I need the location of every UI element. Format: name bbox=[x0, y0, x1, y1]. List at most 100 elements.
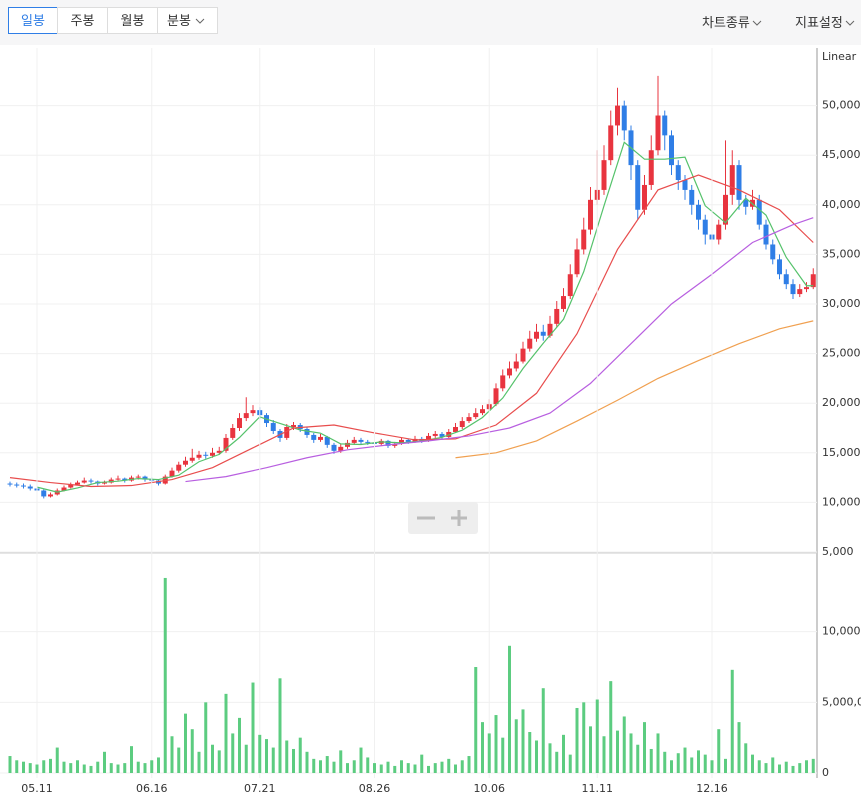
volume-bar bbox=[454, 764, 457, 773]
volume-bar bbox=[433, 763, 437, 773]
volume-bar bbox=[649, 748, 653, 773]
candle-body bbox=[547, 323, 553, 336]
period-button[interactable]: 일봉 bbox=[8, 7, 58, 34]
candle-body bbox=[527, 338, 533, 349]
volume-bar bbox=[494, 715, 498, 773]
volume-bar bbox=[764, 763, 768, 773]
volume-bar bbox=[231, 733, 235, 773]
menu[interactable]: 지표설정 bbox=[795, 12, 855, 31]
volume-bar bbox=[440, 761, 444, 773]
volume-bar bbox=[737, 722, 741, 773]
candle-body bbox=[534, 331, 539, 339]
period-button[interactable]: 월봉 bbox=[107, 7, 158, 34]
volume-bar bbox=[55, 747, 59, 773]
candle-body bbox=[588, 199, 593, 230]
volume-bar bbox=[339, 750, 343, 773]
candle-body bbox=[554, 308, 560, 324]
candle-body bbox=[392, 443, 398, 446]
volume-bar bbox=[791, 765, 795, 773]
volume-bar bbox=[49, 758, 52, 773]
candle-body bbox=[284, 427, 290, 438]
volume-bar bbox=[690, 757, 694, 773]
volume-bar bbox=[346, 763, 349, 773]
volume-bar bbox=[393, 765, 397, 773]
volume-bar bbox=[204, 702, 208, 773]
candle-body bbox=[763, 224, 769, 245]
volume-bar bbox=[487, 733, 491, 773]
volume-bar bbox=[616, 730, 619, 773]
candle-body bbox=[318, 436, 323, 440]
y-tick-label: 15,000 bbox=[822, 446, 861, 459]
volume-bar bbox=[683, 747, 687, 773]
volume-bar bbox=[8, 756, 12, 773]
volume-bar bbox=[278, 678, 282, 773]
volume-bar bbox=[197, 751, 201, 773]
volume-bar bbox=[778, 764, 781, 773]
y-tick-label: 35,000 bbox=[822, 247, 861, 260]
volume-bar bbox=[622, 716, 626, 773]
x-tick-label: 07.21 bbox=[244, 782, 276, 795]
candle-body bbox=[574, 249, 580, 275]
candle-body bbox=[88, 480, 94, 482]
candle-body bbox=[716, 224, 722, 240]
volume-bar bbox=[103, 751, 106, 773]
candle-body bbox=[635, 165, 641, 210]
candle-body bbox=[399, 439, 404, 444]
candle-body bbox=[270, 423, 276, 431]
candle-body bbox=[540, 331, 546, 336]
candle-body bbox=[203, 454, 209, 456]
volume-bar bbox=[359, 747, 363, 773]
scale-label: Linear bbox=[822, 50, 857, 63]
volume-bar bbox=[663, 751, 667, 773]
candle-body bbox=[783, 274, 789, 285]
candle-body bbox=[135, 476, 141, 478]
y-tick-label: 30,000 bbox=[822, 297, 861, 310]
candle-body bbox=[507, 368, 512, 376]
candle-body bbox=[621, 105, 627, 131]
candle-body bbox=[250, 410, 256, 414]
y-tick-label: 25,000 bbox=[822, 347, 861, 360]
volume-bar bbox=[535, 740, 538, 773]
candle-body bbox=[567, 274, 573, 297]
menu[interactable]: 차트종류 bbox=[702, 12, 762, 31]
volume-bar bbox=[123, 763, 127, 773]
candle-body bbox=[480, 409, 485, 414]
y-tick-label: 5,000,000 bbox=[822, 695, 861, 708]
volume-bar bbox=[312, 758, 316, 773]
volume-bar bbox=[771, 757, 775, 773]
candle-body bbox=[102, 482, 107, 484]
volume-bar bbox=[582, 702, 586, 773]
volume-bar bbox=[224, 693, 228, 773]
period-label: 분봉 bbox=[167, 14, 191, 29]
volume-bar bbox=[609, 681, 613, 773]
candle-body bbox=[210, 452, 215, 456]
candle-body bbox=[466, 417, 472, 422]
volume-bar bbox=[784, 761, 788, 773]
volume-bar bbox=[717, 729, 721, 773]
volume-bar bbox=[724, 758, 727, 773]
volume-bar bbox=[555, 751, 559, 773]
volume-bar bbox=[643, 722, 646, 773]
period-button[interactable]: 주봉 bbox=[57, 7, 108, 34]
volume-bar bbox=[656, 733, 660, 773]
candle-body bbox=[351, 439, 357, 443]
volume-bar bbox=[757, 760, 761, 773]
candle-body bbox=[655, 115, 661, 151]
menu-label: 지표설정 bbox=[795, 16, 843, 31]
candle-body bbox=[75, 482, 80, 485]
volume-bar bbox=[28, 763, 32, 773]
volume-bar bbox=[373, 763, 376, 773]
y-tick-label: 0 bbox=[822, 766, 829, 779]
candle-body bbox=[520, 348, 526, 362]
chevron bbox=[845, 20, 855, 26]
candle-body bbox=[581, 229, 587, 250]
period-button[interactable]: 분봉 bbox=[157, 7, 218, 34]
volume-bar bbox=[541, 688, 545, 773]
volume-bar bbox=[406, 763, 410, 773]
volume-bar bbox=[238, 717, 241, 773]
volume-bar bbox=[447, 758, 451, 773]
volume-bar bbox=[730, 669, 734, 773]
candle-body bbox=[682, 180, 688, 190]
candle-body bbox=[48, 494, 53, 497]
